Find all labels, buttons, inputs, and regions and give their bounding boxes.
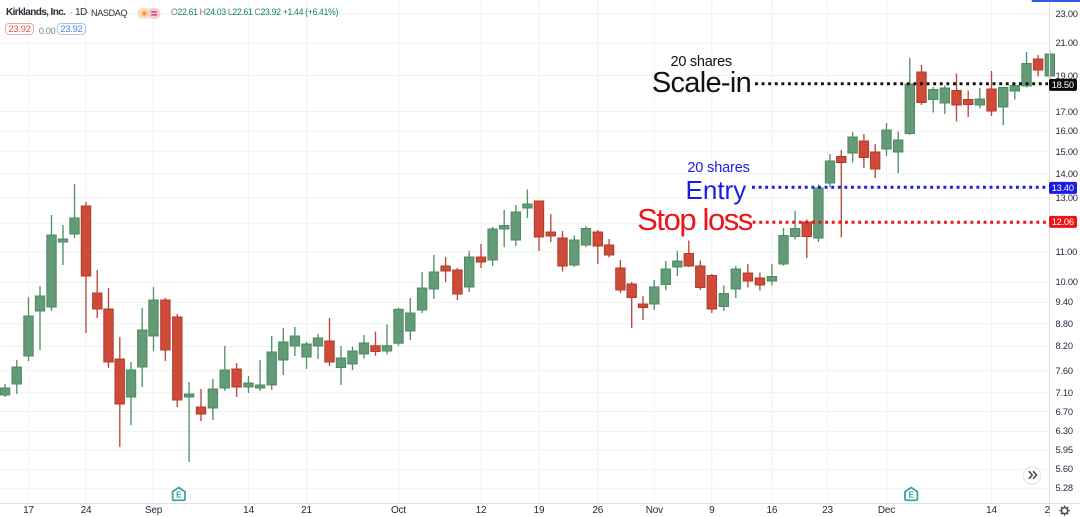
svg-text:E: E: [176, 491, 182, 500]
svg-text:E: E: [908, 491, 914, 500]
